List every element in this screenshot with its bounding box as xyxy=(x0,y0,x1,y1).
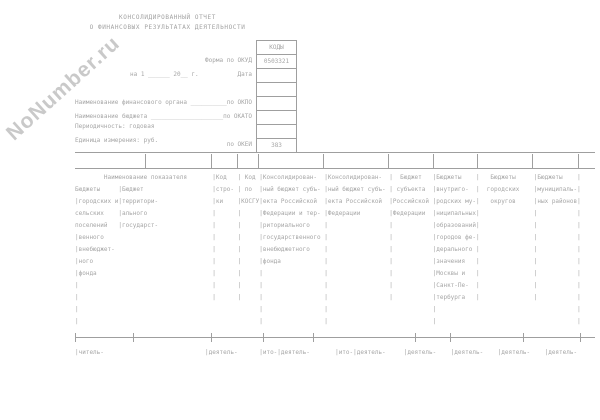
label-po-okei: по ОКЕИ xyxy=(226,141,252,148)
rule-tick xyxy=(450,333,451,342)
rule-tick xyxy=(580,333,581,342)
rule-tick xyxy=(263,333,264,342)
table-header-rule xyxy=(75,168,595,169)
codes-cell-date-value xyxy=(257,68,296,82)
column-stub xyxy=(237,154,238,168)
rule-tick xyxy=(133,333,134,342)
label-data: Дата xyxy=(237,71,252,78)
report-date-line: на 1 ______ 20__ г. xyxy=(130,71,199,78)
line-measurement-unit: Единица измерения: руб. xyxy=(75,137,159,144)
codes-cell-empty-1 xyxy=(257,82,296,96)
column-stub xyxy=(578,154,579,168)
table-header-text: Наименование показателя |Код | Код |Конс… xyxy=(75,174,581,325)
report-title-line-1: КОНСОЛИДИРОВАННЫЙ ОТЧЕТ xyxy=(119,14,216,21)
column-stub xyxy=(211,154,212,168)
column-stub xyxy=(388,154,389,168)
table-top-rule xyxy=(75,152,595,153)
column-stub xyxy=(532,154,533,168)
codes-cell-okud-value: 0503321 xyxy=(257,54,296,68)
line-financial-organ-name: Наименование финансового органа ________… xyxy=(75,99,227,106)
column-stub xyxy=(258,154,259,168)
line-budget-name: Наименование бюджета ___________________… xyxy=(75,113,224,120)
codes-cell-okpo-value xyxy=(257,96,296,110)
rule-tick xyxy=(75,333,76,342)
rule-tick xyxy=(313,333,314,342)
codes-cell-okei-value: 383 xyxy=(257,138,296,152)
column-stub xyxy=(477,154,478,168)
column-stub xyxy=(433,154,434,168)
rule-tick xyxy=(523,333,524,342)
line-periodicity: Периодичность: годовая xyxy=(75,123,155,130)
table-footer-text: |читель- |деятель- |ито-|деятель- |ито-|… xyxy=(75,349,578,356)
rule-tick xyxy=(211,333,212,342)
column-stub xyxy=(145,154,146,168)
codes-cell-empty-2 xyxy=(257,124,296,138)
label-forma-po-okud: Форма по ОКУД xyxy=(205,57,252,64)
table-bottom-rule xyxy=(75,337,595,338)
codes-cell-okato-value xyxy=(257,110,296,124)
column-stub xyxy=(323,154,324,168)
label-po-okpo: по ОКПО xyxy=(226,99,252,106)
label-po-okato: по ОКАТО xyxy=(223,113,252,120)
codes-box-header-cell: КОДЫ xyxy=(269,44,284,51)
codes-box: КОДЫ 0503321 383 xyxy=(256,40,297,153)
report-title-line-2: О ФИНАНСОВЫХ РЕЗУЛЬТАТАХ ДЕЯТЕЛЬНОСТИ xyxy=(89,24,246,31)
rule-tick xyxy=(415,333,416,342)
